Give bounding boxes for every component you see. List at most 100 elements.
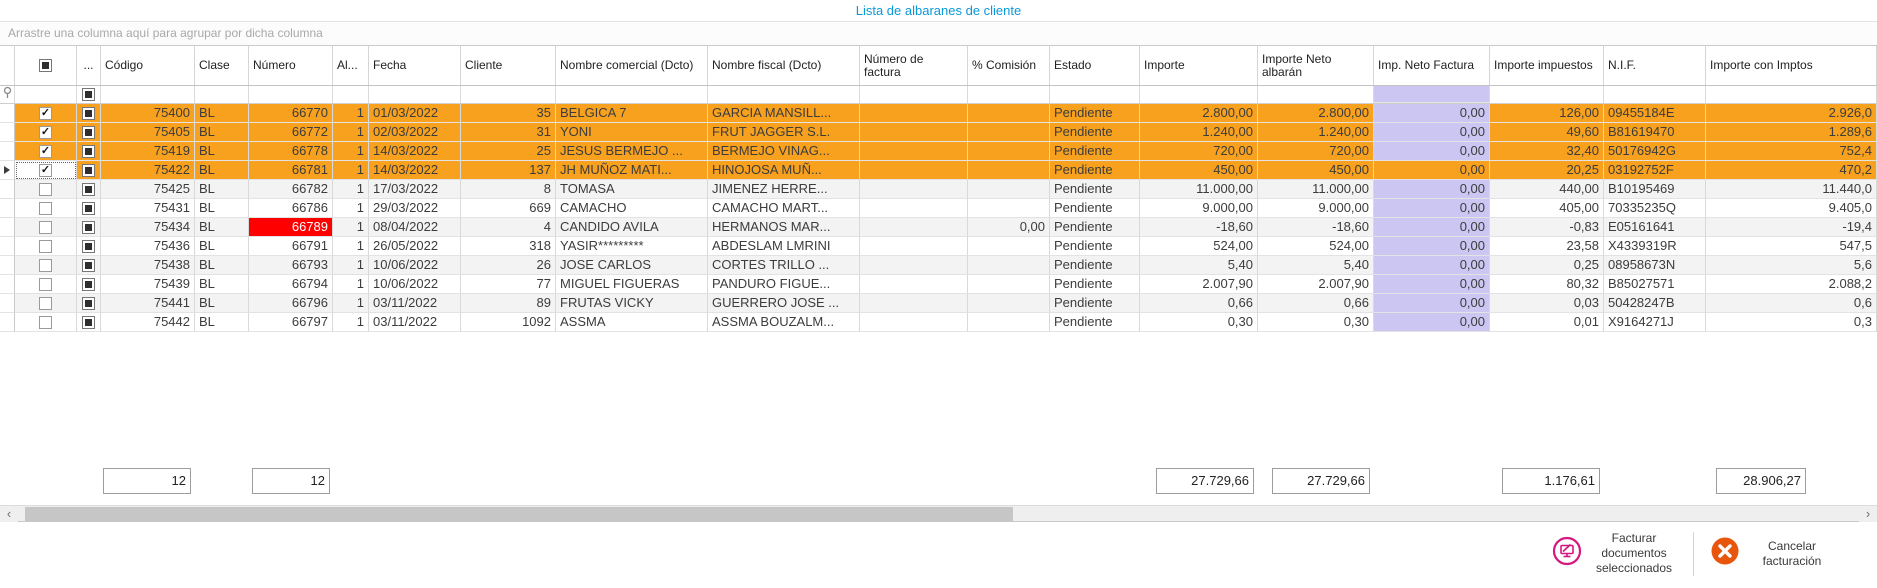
cell-fiscal[interactable]: ASSMA BOUZALM... [708,313,860,332]
cell-dots[interactable] [77,294,101,313]
cell-impuestos[interactable]: 32,40 [1490,142,1604,161]
cell-netoFactura[interactable]: 0,00 [1374,199,1490,218]
group-by-panel[interactable]: Arrastre una columna aquí para agrupar p… [0,22,1877,46]
cell-cliente[interactable]: 8 [461,180,556,199]
cell-neto[interactable]: 11.000,00 [1258,180,1374,199]
cell-comision[interactable] [968,237,1050,256]
cancelar-facturacion-button[interactable]: Cancelar facturación [1710,536,1835,571]
cell-dots[interactable] [77,275,101,294]
filter-cell-nif[interactable] [1604,86,1706,103]
ellipsis-button[interactable] [82,315,95,329]
column-header-neto[interactable]: Importe Neto albarán [1258,46,1374,85]
cell-nif[interactable]: X4339319R [1604,237,1706,256]
cell-codigo[interactable]: 75400 [101,104,195,123]
ellipsis-button[interactable] [82,163,95,177]
cell-conImptos[interactable]: 0,3 [1706,313,1877,332]
cell-numero[interactable]: 66778 [249,142,333,161]
cell-nif[interactable]: 03192752F [1604,161,1706,180]
cell-comision[interactable] [968,275,1050,294]
cell-check[interactable] [15,256,77,275]
horizontal-scrollbar[interactable]: ‹ › [0,505,1877,522]
cell-fiscal[interactable]: PANDURO FIGUE... [708,275,860,294]
cell-numero[interactable]: 66797 [249,313,333,332]
cell-nif[interactable]: 70335235Q [1604,199,1706,218]
column-header-importe[interactable]: Importe [1140,46,1258,85]
cell-check[interactable] [15,275,77,294]
cell-nif[interactable]: B81619470 [1604,123,1706,142]
cell-estado[interactable]: Pendiente [1050,180,1140,199]
cell-importe[interactable]: 450,00 [1140,161,1258,180]
column-header-codigo[interactable]: Código [101,46,195,85]
filter-cell-conImptos[interactable] [1706,86,1877,103]
scrollbar-left-arrow-icon[interactable]: ‹ [0,506,18,522]
cell-estado[interactable]: Pendiente [1050,199,1140,218]
cell-importe[interactable]: 720,00 [1140,142,1258,161]
row-checkbox[interactable] [39,163,52,177]
cell-comision[interactable] [968,180,1050,199]
cell-cliente[interactable]: 137 [461,161,556,180]
cell-estado[interactable]: Pendiente [1050,237,1140,256]
cell-comercial[interactable]: CAMACHO [556,199,708,218]
cell-netoFactura[interactable]: 0,00 [1374,104,1490,123]
ellipsis-button[interactable] [82,201,95,215]
filter-cell-al[interactable] [333,86,369,103]
cell-fiscal[interactable]: GUERRERO JOSE ... [708,294,860,313]
ellipsis-button[interactable] [82,296,95,310]
cell-check[interactable] [15,294,77,313]
cell-neto[interactable]: 0,30 [1258,313,1374,332]
ellipsis-button[interactable] [82,144,95,158]
cell-factura[interactable] [860,313,968,332]
filter-cell-importe[interactable] [1140,86,1258,103]
cell-factura[interactable] [860,237,968,256]
cell-comision[interactable] [968,161,1050,180]
cell-al[interactable]: 1 [333,142,369,161]
cell-numero[interactable]: 66794 [249,275,333,294]
cell-netoFactura[interactable]: 0,00 [1374,123,1490,142]
cell-codigo[interactable]: 75405 [101,123,195,142]
cell-comercial[interactable]: MIGUEL FIGUERAS [556,275,708,294]
cell-cliente[interactable]: 669 [461,199,556,218]
cell-importe[interactable]: 5,40 [1140,256,1258,275]
filter-cell-estado[interactable] [1050,86,1140,103]
cell-comision[interactable] [968,256,1050,275]
cell-importe[interactable]: 0,66 [1140,294,1258,313]
row-checkbox[interactable] [39,125,52,139]
cell-conImptos[interactable]: 0,6 [1706,294,1877,313]
cell-al[interactable]: 1 [333,313,369,332]
cell-netoFactura[interactable]: 0,00 [1374,237,1490,256]
cell-impuestos[interactable]: 0,03 [1490,294,1604,313]
cell-al[interactable]: 1 [333,123,369,142]
cell-estado[interactable]: Pendiente [1050,161,1140,180]
ellipsis-button[interactable] [82,182,95,196]
cell-importe[interactable]: 11.000,00 [1140,180,1258,199]
cell-fiscal[interactable]: HERMANOS MAR... [708,218,860,237]
cell-factura[interactable] [860,218,968,237]
cell-numero[interactable]: 66789 [249,218,333,237]
cell-factura[interactable] [860,180,968,199]
column-header-estado[interactable]: Estado [1050,46,1140,85]
cell-codigo[interactable]: 75442 [101,313,195,332]
cell-fiscal[interactable]: BERMEJO VINAG... [708,142,860,161]
cell-cliente[interactable]: 31 [461,123,556,142]
cell-check[interactable] [15,142,77,161]
cell-dots[interactable] [77,256,101,275]
cell-comercial[interactable]: FRUTAS VICKY [556,294,708,313]
cell-neto[interactable]: 720,00 [1258,142,1374,161]
cell-conImptos[interactable]: 2.926,0 [1706,104,1877,123]
filter-cell-dots[interactable] [77,86,101,103]
cell-dots[interactable] [77,104,101,123]
cell-nif[interactable]: E05161641 [1604,218,1706,237]
cell-numero[interactable]: 66796 [249,294,333,313]
cell-codigo[interactable]: 75441 [101,294,195,313]
cell-cliente[interactable]: 35 [461,104,556,123]
cell-comercial[interactable]: TOMASA [556,180,708,199]
cell-cliente[interactable]: 26 [461,256,556,275]
cell-importe[interactable]: 2.007,90 [1140,275,1258,294]
row-checkbox[interactable] [39,258,52,272]
cell-comision[interactable] [968,313,1050,332]
cell-codigo[interactable]: 75431 [101,199,195,218]
cell-fecha[interactable]: 01/03/2022 [369,104,461,123]
cell-neto[interactable]: -18,60 [1258,218,1374,237]
cell-codigo[interactable]: 75434 [101,218,195,237]
cell-comision[interactable] [968,104,1050,123]
